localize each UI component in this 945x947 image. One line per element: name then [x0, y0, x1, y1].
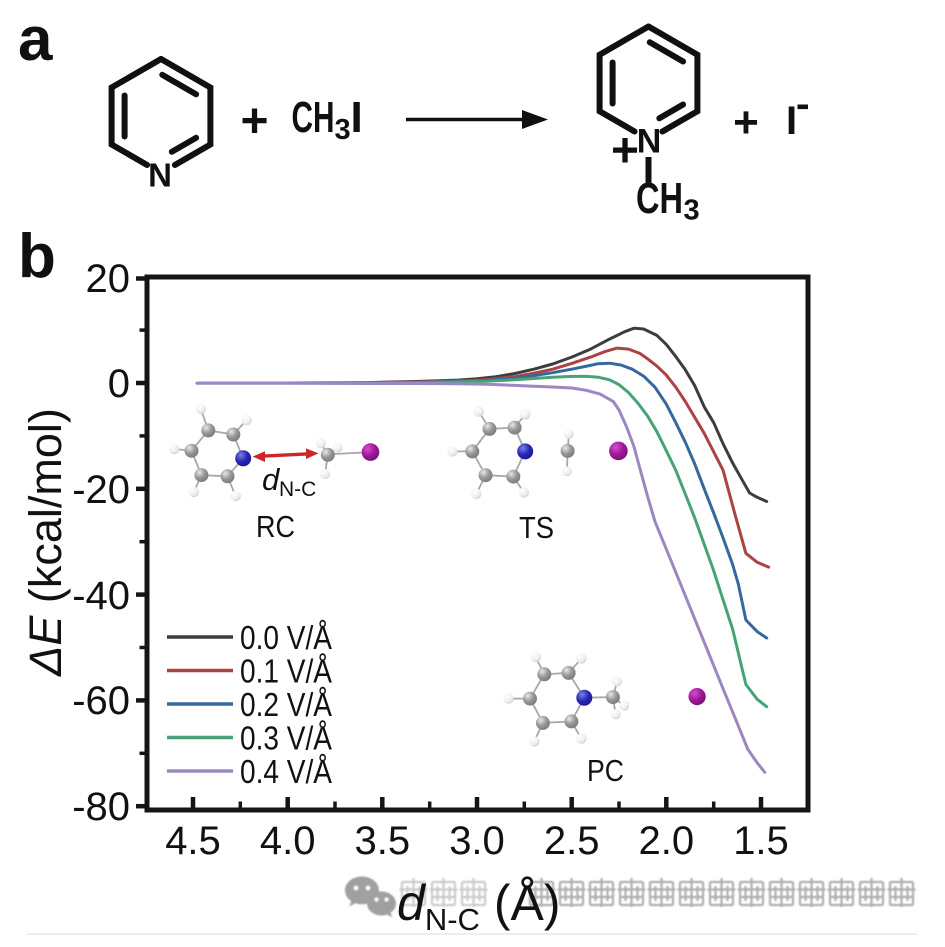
svg-text:b: b — [18, 222, 56, 291]
svg-text:20: 20 — [86, 257, 131, 301]
svg-text:3: 3 — [684, 195, 700, 227]
svg-text:2.0: 2.0 — [638, 819, 694, 863]
svg-text:d: d — [262, 462, 281, 497]
svg-text:N: N — [637, 123, 662, 161]
svg-text:4.5: 4.5 — [165, 819, 221, 863]
svg-text:RC: RC — [256, 509, 295, 544]
svg-text:0.0 V/Å: 0.0 V/Å — [240, 619, 332, 656]
svg-text:+: + — [611, 125, 639, 178]
svg-text:I: I — [351, 93, 363, 142]
svg-text:0.2 V/Å: 0.2 V/Å — [240, 686, 332, 723]
svg-text:0: 0 — [108, 362, 130, 406]
svg-text:N: N — [148, 157, 172, 194]
svg-text:a: a — [18, 5, 53, 74]
svg-text:3.0: 3.0 — [449, 819, 505, 863]
svg-text:-40: -40 — [72, 574, 130, 618]
svg-text:-20: -20 — [72, 468, 130, 512]
svg-text:CH: CH — [292, 93, 335, 142]
svg-text:1.5: 1.5 — [733, 819, 789, 863]
svg-text:-60: -60 — [72, 679, 130, 723]
svg-text:3.5: 3.5 — [354, 819, 410, 863]
svg-text:I: I — [786, 99, 797, 143]
svg-text:2.5: 2.5 — [544, 819, 600, 863]
svg-text:TS: TS — [519, 510, 554, 545]
svg-text:-80: -80 — [72, 785, 130, 829]
svg-text:0.3 V/Å: 0.3 V/Å — [240, 720, 332, 757]
svg-text:0.1 V/Å: 0.1 V/Å — [240, 653, 332, 690]
svg-text:N-C: N-C — [279, 478, 316, 501]
svg-text:dN-C (Å): dN-C (Å) — [397, 875, 560, 937]
svg-text:3: 3 — [335, 114, 351, 146]
svg-text:ΔE (kcal/mol): ΔE (kcal/mol) — [20, 408, 71, 677]
svg-text:4.0: 4.0 — [260, 819, 316, 863]
svg-text:PC: PC — [587, 753, 624, 788]
svg-text:+: + — [733, 98, 759, 147]
svg-text:CH: CH — [636, 174, 683, 223]
svg-text:+: + — [240, 95, 268, 148]
svg-text:0.4 V/Å: 0.4 V/Å — [240, 753, 332, 790]
